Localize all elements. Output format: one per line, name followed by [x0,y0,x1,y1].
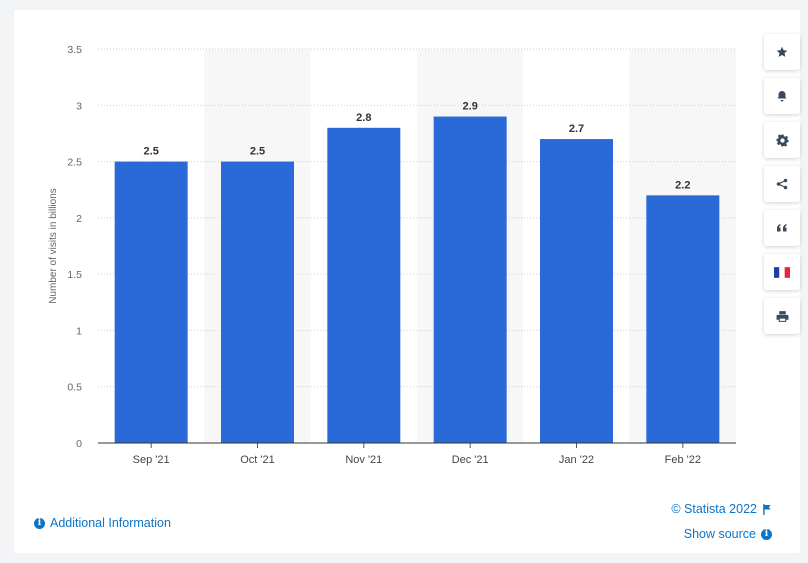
info-icon: i [761,528,772,540]
star-icon [776,46,788,57]
show-source-label: Show source [683,527,756,541]
flag-icon [763,503,771,515]
share-icon [776,178,788,190]
share-button[interactable] [764,166,800,202]
bar-value-label: 2.2 [675,179,690,191]
y-tick-label: 2.5 [67,157,82,169]
bar [540,139,613,444]
y-tick-label: 0 [76,438,82,450]
additional-information-label: Additional Information [50,516,171,530]
settings-button[interactable] [764,122,800,158]
bar-value-label: 2.8 [356,112,371,124]
x-tick-label: Dec '21 [452,454,489,466]
bar [221,161,294,444]
y-tick-label: 2 [76,213,82,225]
copyright: © Statista 2022 [671,502,772,516]
notification-button[interactable] [764,78,800,114]
bar-value-label: 2.5 [144,146,159,158]
additional-information-link[interactable]: i Additional Information [34,516,171,530]
copyright-text: © Statista 2022 [671,502,757,516]
language-button[interactable] [764,254,800,290]
bar [327,127,401,444]
y-tick-label: 0.5 [67,382,82,394]
y-tick-label: 1 [76,325,82,337]
quote-icon [777,224,787,232]
bar [114,161,188,444]
french-flag-icon [774,266,790,278]
bell-icon [777,91,787,102]
x-tick-label: Nov '21 [345,454,382,466]
bar-chart: 0 0.5 1 1.5 2 2.5 3 3.5 Number of visits in bill… [48,44,736,466]
bar-value-label: 2.5 [250,146,265,158]
cite-button[interactable] [764,210,800,246]
y-tick-label: 1.5 [67,269,82,281]
print-icon [776,310,788,322]
print-button[interactable] [764,298,800,334]
info-icon: i [34,517,45,529]
gear-icon [776,133,788,147]
x-tick-label: Feb '22 [665,454,701,466]
bar-value-label: 2.7 [569,123,584,135]
y-tick-label: 3 [76,100,82,112]
chart-card: 0 0.5 1 1.5 2 2.5 3 3.5 Number of visits in bill… [14,10,800,553]
show-source-link[interactable]: Show source i [684,527,772,541]
y-tick-label: 3.5 [67,44,82,56]
x-tick-label: Sep '21 [133,454,170,466]
bar [433,116,507,444]
x-tick-label: Oct '21 [240,454,275,466]
x-tick-label: Jan '22 [559,454,594,466]
bar-value-label: 2.9 [463,101,478,113]
favorite-button[interactable] [764,34,800,70]
y-axis-title: Number of visits in billions [48,188,59,304]
bar [646,195,720,443]
chart-toolbar [764,34,800,334]
